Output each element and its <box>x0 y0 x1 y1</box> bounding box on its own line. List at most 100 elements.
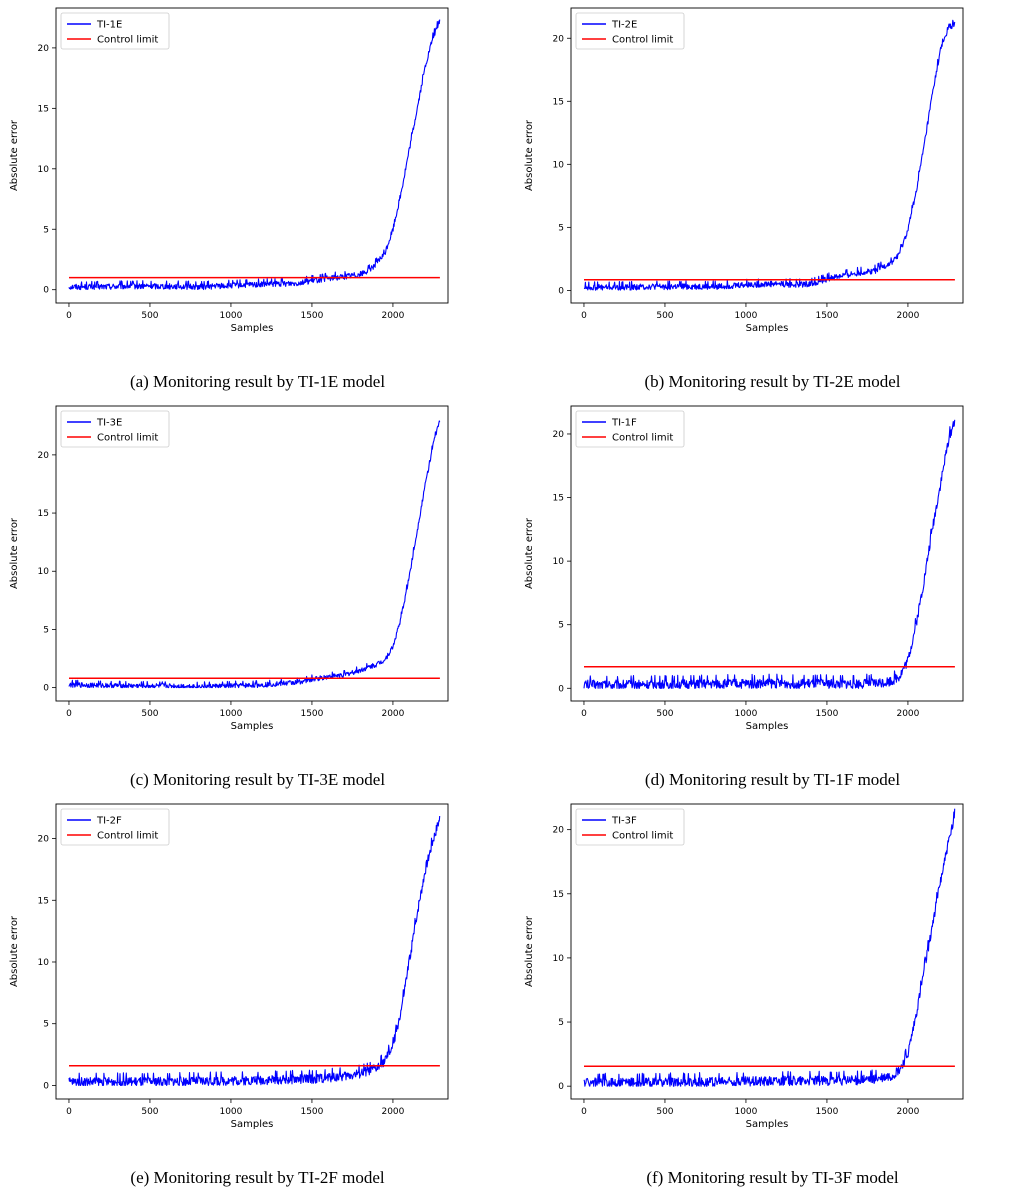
x-tick-label: 1500 <box>815 311 838 321</box>
legend-box <box>575 12 685 50</box>
legend-label: Control limit <box>612 35 673 46</box>
plot-frame <box>570 405 964 702</box>
plot-frame <box>570 7 964 304</box>
legend-label: Control limit <box>612 831 673 842</box>
legend-label: TI-2F <box>96 816 122 827</box>
y-tick-label: 0 <box>43 1081 49 1091</box>
y-tick-label: 0 <box>558 286 564 296</box>
legend-label: TI-1E <box>96 20 122 31</box>
x-tick-label: 500 <box>141 709 158 719</box>
chart-caption: (f) Monitoring result by TI-3F model <box>646 1168 899 1187</box>
x-tick-label: 0 <box>581 709 587 719</box>
x-tick-label: 2000 <box>896 1107 919 1117</box>
chart-caption: (c) Monitoring result by TI-3E model <box>129 770 386 789</box>
x-tick-label: 1000 <box>219 1107 242 1117</box>
legend-label: TI-3E <box>96 418 122 429</box>
y-tick-label: 5 <box>43 625 49 635</box>
chart-panel-b: 0 5 10 15 20 0 500 1000 1500 2000 Samples Absolute … <box>515 0 1030 398</box>
plot-series-group <box>583 19 956 291</box>
chart-panel-c: 0 5 10 15 20 0 500 1000 1500 2000 Samples Absolute … <box>0 398 515 796</box>
y-tick-label: 5 <box>43 225 49 235</box>
legend-label: TI-3F <box>611 816 637 827</box>
series-line-model <box>68 815 441 1086</box>
plot-frame <box>55 803 449 1100</box>
y-axis-title: Absolute error <box>9 119 20 191</box>
y-tick-label: 20 <box>38 451 50 461</box>
y-tick-label: 15 <box>38 509 49 519</box>
x-tick-label: 500 <box>656 709 673 719</box>
y-axis-title: Absolute error <box>9 517 20 589</box>
series-line-model <box>583 19 956 291</box>
legend-box <box>60 410 170 448</box>
legend-label: Control limit <box>97 35 158 46</box>
series-line-model <box>583 808 956 1087</box>
series-line-model <box>68 19 441 291</box>
legend-box <box>575 410 685 448</box>
chart-f: 0 5 10 15 20 0 500 1000 1500 2000 Samples Absolute … <box>524 803 964 1130</box>
legend-label: Control limit <box>97 433 158 444</box>
y-tick-label: 10 <box>38 958 50 968</box>
x-tick-label: 2000 <box>381 709 404 719</box>
chart-panel-e: 0 5 10 15 20 0 500 1000 1500 2000 Samples Absolute … <box>0 796 515 1194</box>
x-axis-title: Samples <box>746 1119 789 1130</box>
x-tick-label: 2000 <box>896 311 919 321</box>
y-tick-label: 20 <box>38 835 50 845</box>
x-tick-label: 0 <box>66 311 72 321</box>
x-tick-label: 1000 <box>734 311 757 321</box>
x-tick-label: 2000 <box>381 311 404 321</box>
chart-d: 0 5 10 15 20 0 500 1000 1500 2000 Samples Absolute … <box>524 405 964 732</box>
x-tick-label: 0 <box>581 1107 587 1117</box>
x-tick-label: 0 <box>581 311 587 321</box>
chart-panel-d: 0 5 10 15 20 0 500 1000 1500 2000 Samples Absolute … <box>515 398 1030 796</box>
chart-caption: (e) Monitoring result by TI-2F model <box>130 1168 385 1187</box>
plot-series-group <box>68 19 441 291</box>
x-tick-label: 1000 <box>219 709 242 719</box>
x-axis-title: Samples <box>231 721 274 732</box>
y-tick-label: 10 <box>553 557 565 567</box>
x-tick-label: 1500 <box>300 311 323 321</box>
y-tick-label: 10 <box>553 954 565 964</box>
x-tick-label: 500 <box>141 1107 158 1117</box>
x-tick-label: 1000 <box>734 709 757 719</box>
y-tick-label: 0 <box>558 684 564 694</box>
y-tick-label: 10 <box>38 165 50 175</box>
y-tick-label: 15 <box>553 494 564 504</box>
x-tick-label: 1000 <box>219 311 242 321</box>
plot-series-group <box>68 420 441 689</box>
x-tick-label: 500 <box>141 311 158 321</box>
x-tick-label: 0 <box>66 1107 72 1117</box>
y-tick-label: 20 <box>38 44 50 54</box>
legend-label: TI-1F <box>611 418 637 429</box>
x-axis-title: Samples <box>231 323 274 334</box>
y-tick-label: 0 <box>43 286 49 296</box>
x-tick-label: 500 <box>656 1107 673 1117</box>
x-tick-label: 0 <box>66 709 72 719</box>
plot-series-group <box>583 419 956 689</box>
chart-a: 0 5 10 15 20 0 500 1000 1500 2000 Samples Absolute … <box>9 7 449 334</box>
y-axis-title: Absolute error <box>9 915 20 987</box>
x-tick-label: 1500 <box>815 709 838 719</box>
y-tick-label: 0 <box>43 684 49 694</box>
x-tick-label: 2000 <box>381 1107 404 1117</box>
y-tick-label: 20 <box>553 826 565 836</box>
y-tick-label: 15 <box>38 104 49 114</box>
legend-label: Control limit <box>612 433 673 444</box>
x-tick-label: 1500 <box>815 1107 838 1117</box>
legend-box <box>60 808 170 846</box>
legend-label: Control limit <box>97 831 158 842</box>
y-tick-label: 5 <box>558 621 564 631</box>
y-tick-label: 10 <box>553 160 565 170</box>
chart-panel-a: 0 5 10 15 20 0 500 1000 1500 2000 Samples Absolute … <box>0 0 515 398</box>
legend-label: TI-2E <box>611 20 637 31</box>
y-tick-label: 20 <box>553 430 565 440</box>
y-tick-label: 5 <box>43 1020 49 1030</box>
chart-panel-f: 0 5 10 15 20 0 500 1000 1500 2000 Samples Absolute … <box>515 796 1030 1194</box>
legend-box <box>60 12 170 50</box>
x-tick-label: 2000 <box>896 709 919 719</box>
y-axis-title: Absolute error <box>524 517 535 589</box>
y-tick-label: 5 <box>558 223 564 233</box>
plot-frame <box>55 7 449 304</box>
chart-caption: (a) Monitoring result by TI-1E model <box>129 372 386 391</box>
y-tick-label: 0 <box>558 1082 564 1092</box>
y-axis-title: Absolute error <box>524 119 535 191</box>
